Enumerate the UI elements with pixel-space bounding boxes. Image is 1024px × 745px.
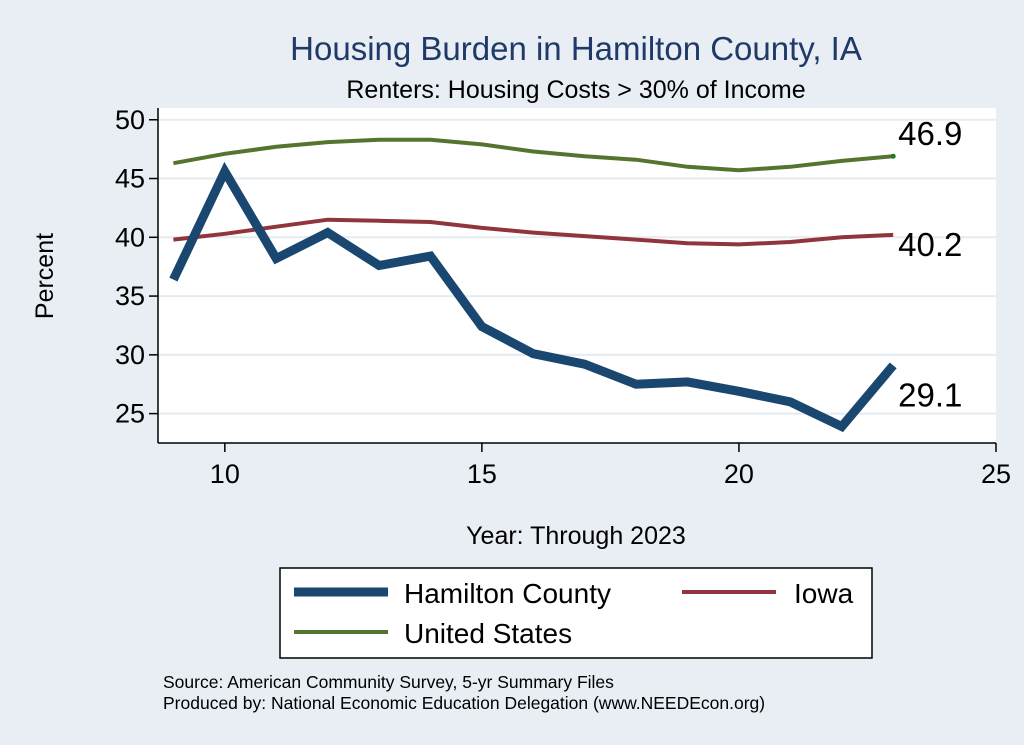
- axes: 25 30 35 40 45 50 10 15 20 25: [115, 105, 1011, 489]
- y-tick-label-35: 35: [115, 281, 145, 311]
- y-tick-label-25: 25: [115, 399, 145, 429]
- end-label-iowa: 40.2: [898, 226, 962, 263]
- x-tick-label-20: 20: [724, 459, 754, 489]
- chart-subtitle: Renters: Housing Costs > 30% of Income: [346, 76, 805, 104]
- x-axis-title: Year: Through 2023: [466, 522, 686, 550]
- end-marker-united-states: [890, 153, 896, 159]
- end-label-united-states: 46.9: [898, 115, 962, 152]
- legend-label-iowa: Iowa: [794, 578, 854, 609]
- series-line-united-states: [173, 137, 894, 173]
- y-tick-label-40: 40: [115, 222, 145, 252]
- series-line-iowa: [173, 217, 894, 247]
- y-tick-label-50: 50: [115, 105, 145, 135]
- series-line-hamilton-county: [169, 161, 897, 433]
- source-note: Source: American Community Survey, 5-yr …: [163, 672, 614, 692]
- plot-area: [158, 108, 996, 443]
- y-axis-title: Percent: [31, 233, 59, 319]
- x-tick-label-10: 10: [210, 459, 240, 489]
- legend-box: [279, 567, 873, 659]
- producer-note: Produced by: National Economic Education…: [163, 693, 765, 713]
- chart-title: Housing Burden in Hamilton County, IA: [290, 30, 862, 67]
- x-tick-label-15: 15: [467, 459, 497, 489]
- series-lines: 46.9 40.2 29.1: [169, 115, 962, 433]
- y-tick-label-45: 45: [115, 164, 145, 194]
- x-tick-label-25: 25: [981, 459, 1011, 489]
- legend-label-hamilton-county: Hamilton County: [404, 578, 611, 609]
- legend-label-united-states: United States: [404, 618, 572, 649]
- end-label-hamilton-county: 29.1: [898, 376, 962, 413]
- y-tick-label-30: 30: [115, 340, 145, 370]
